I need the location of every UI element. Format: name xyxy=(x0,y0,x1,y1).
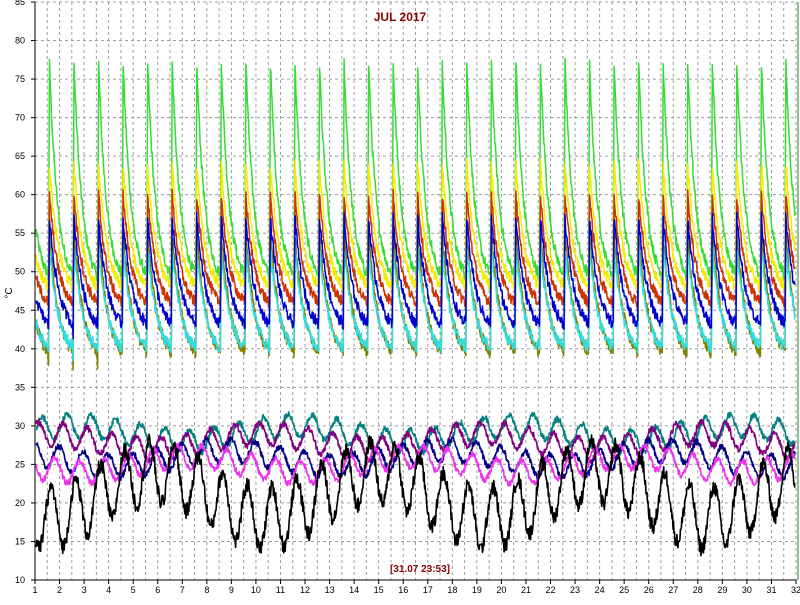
x-tick-label: 3 xyxy=(82,585,87,595)
y-tick-label: 25 xyxy=(15,459,25,469)
x-tick-label: 26 xyxy=(644,585,654,595)
x-tick-label: 9 xyxy=(229,585,234,595)
y-tick-label: 45 xyxy=(15,305,25,315)
x-tick-label: 10 xyxy=(251,585,261,595)
y-tick-label: 60 xyxy=(15,190,25,200)
x-tick-label: 11 xyxy=(276,585,285,595)
x-tick-label: 8 xyxy=(204,585,209,595)
x-tick-label: 18 xyxy=(447,585,457,595)
series-line-5 xyxy=(35,242,796,362)
x-tick-label: 7 xyxy=(180,585,185,595)
x-tick-label: 28 xyxy=(693,585,703,595)
x-tick-label: 31 xyxy=(766,585,776,595)
x-tick-label: 17 xyxy=(423,585,433,595)
x-tick-label: 6 xyxy=(155,585,160,595)
y-tick-label: 30 xyxy=(15,421,25,431)
x-tick-label: 15 xyxy=(374,585,384,595)
series-line-10 xyxy=(35,441,796,487)
x-tick-label: 24 xyxy=(595,585,605,595)
x-tick-label: 14 xyxy=(349,585,359,595)
y-tick-label: 35 xyxy=(15,382,25,392)
x-tick-label: 22 xyxy=(546,585,556,595)
x-tick-label: 19 xyxy=(472,585,482,595)
y-tick-label: 65 xyxy=(15,151,25,161)
y-tick-label: 50 xyxy=(15,267,25,277)
x-tick-label: 25 xyxy=(619,585,629,595)
y-tick-label: 80 xyxy=(15,36,25,46)
x-tick-label: 23 xyxy=(570,585,580,595)
y-tick-label: 85 xyxy=(15,0,25,7)
y-tick-label: 40 xyxy=(15,344,25,354)
x-tick-label: 30 xyxy=(742,585,752,595)
x-tick-label: 21 xyxy=(521,585,531,595)
series-line-3 xyxy=(35,188,796,310)
x-tick-label: 1 xyxy=(32,585,37,595)
x-tick-label: 16 xyxy=(398,585,408,595)
x-tick-label: 20 xyxy=(496,585,506,595)
x-tick-label: 5 xyxy=(131,585,136,595)
x-tick-label: 27 xyxy=(668,585,678,595)
y-tick-label: 15 xyxy=(15,536,25,546)
x-tick-label: 4 xyxy=(106,585,111,595)
y-tick-label: 70 xyxy=(15,113,25,123)
x-tick-label: 29 xyxy=(717,585,727,595)
series-line-1 xyxy=(35,57,796,290)
y-tick-label: 75 xyxy=(15,74,25,84)
y-tick-label: 55 xyxy=(15,228,25,238)
x-tick-label: 2 xyxy=(57,585,62,595)
series-layer xyxy=(35,57,796,557)
chart-title: JUL 2017 xyxy=(374,10,427,24)
series-line-11 xyxy=(35,433,796,557)
y-axis-label: °C xyxy=(4,287,15,298)
y-tick-label: 20 xyxy=(15,498,25,508)
series-line-9 xyxy=(35,435,796,482)
x-tick-label: 12 xyxy=(300,585,310,595)
y-tick-label: 10 xyxy=(15,575,25,585)
series-line-6 xyxy=(35,211,796,340)
x-tick-label: 13 xyxy=(325,585,335,595)
x-tick-label: 32 xyxy=(791,585,800,595)
series-line-2 xyxy=(35,157,796,301)
timestamp-label: [31.07 23:53] xyxy=(390,564,450,575)
